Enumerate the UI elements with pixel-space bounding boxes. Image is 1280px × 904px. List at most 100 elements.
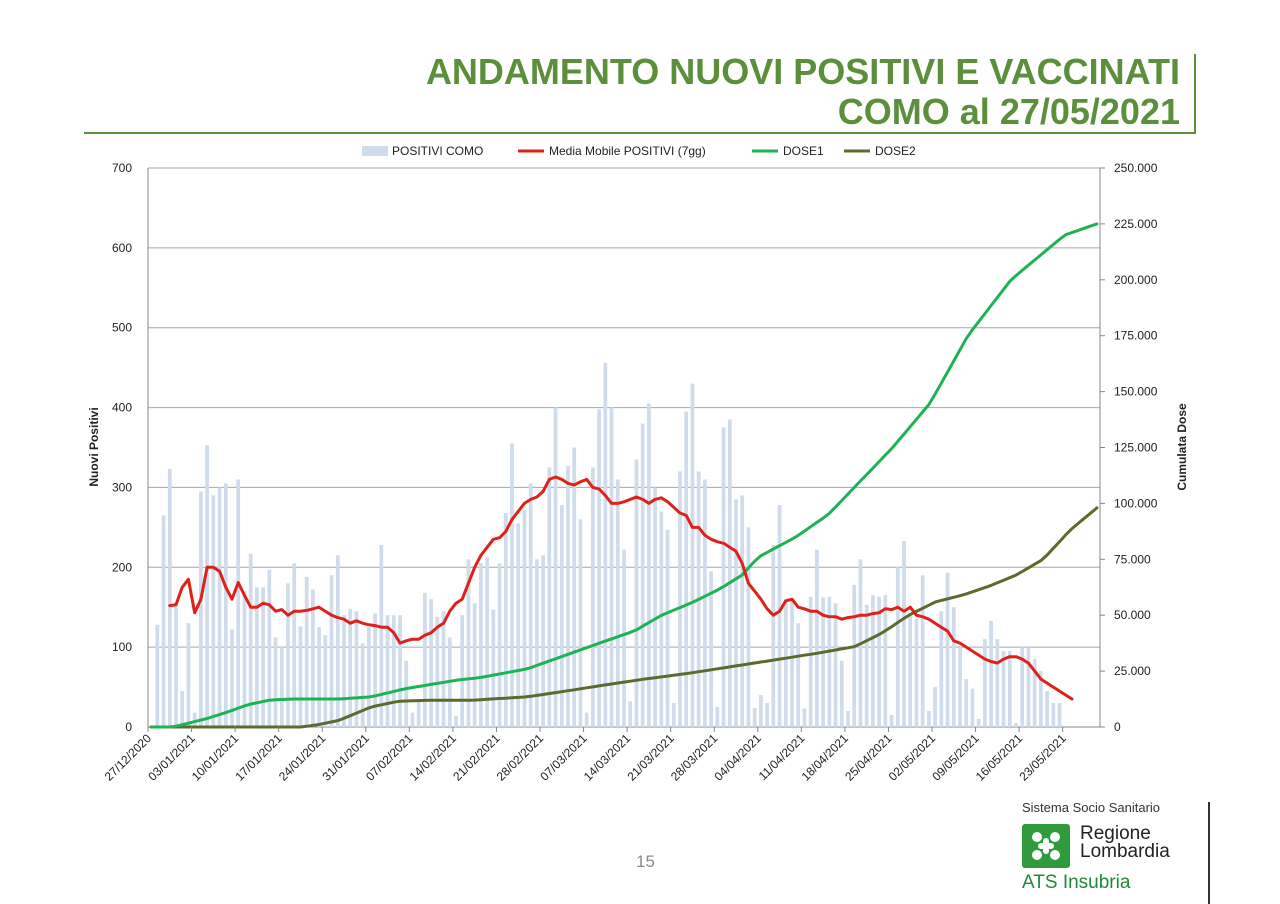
y2-tick-label: 175.000 bbox=[1114, 329, 1158, 343]
positivi-bar bbox=[1007, 651, 1012, 727]
positivi-bar bbox=[292, 563, 297, 727]
positivi-bar bbox=[391, 615, 396, 727]
positivi-bar bbox=[367, 627, 371, 727]
positivi-bar bbox=[808, 596, 813, 727]
positivi-bar bbox=[491, 609, 496, 727]
legend-dose2-label: DOSE2 bbox=[875, 144, 916, 158]
positivi-bar bbox=[951, 607, 956, 727]
legend-dose1-label: DOSE1 bbox=[783, 144, 824, 158]
x-tick-label: 04/04/2021 bbox=[712, 731, 765, 784]
positivi-bar bbox=[939, 611, 944, 727]
dose1-line bbox=[149, 222, 1099, 729]
positivi-bar bbox=[553, 407, 558, 727]
positivi-bar bbox=[740, 495, 745, 727]
positivi-bar bbox=[933, 687, 937, 727]
y-tick-label: 300 bbox=[112, 480, 132, 494]
positivi-bar bbox=[192, 712, 197, 727]
title-line-1: ANDAMENTO NUOVI POSITIVI E VACCINATI bbox=[425, 51, 1180, 92]
page-number: 15 bbox=[636, 852, 655, 871]
positivi-bar bbox=[945, 572, 950, 727]
y2-tick-label: 125.000 bbox=[1114, 441, 1158, 455]
positivi-bar bbox=[174, 603, 178, 727]
positivi-bar bbox=[852, 584, 857, 727]
positivi-bar bbox=[1039, 671, 1043, 727]
positivi-bar bbox=[790, 599, 794, 727]
positivi-bar bbox=[815, 549, 819, 727]
positivi-bar bbox=[647, 403, 651, 727]
y-tick-label: 500 bbox=[112, 321, 132, 335]
positivi-bar bbox=[846, 711, 850, 727]
y-tick-label: 600 bbox=[112, 241, 132, 255]
positivi-bar bbox=[423, 592, 427, 727]
y2-tick-label: 225.000 bbox=[1114, 217, 1158, 231]
positivi-bar bbox=[889, 715, 894, 727]
positivi-bar bbox=[541, 555, 545, 727]
y2-tick-label: 75.000 bbox=[1114, 552, 1151, 566]
positivi-bar bbox=[1001, 651, 1006, 727]
positivi-bar bbox=[1026, 647, 1031, 727]
y2-tick-label: 150.000 bbox=[1114, 385, 1158, 399]
positivi-bar bbox=[559, 504, 564, 727]
positivi-bar bbox=[317, 627, 321, 727]
positivi-bar bbox=[1045, 691, 1049, 727]
positivi-bar bbox=[479, 563, 483, 727]
positivi-bar bbox=[678, 471, 682, 727]
positivi-bar bbox=[497, 563, 502, 727]
positivi-bar bbox=[603, 362, 608, 727]
lombardy-rose-icon bbox=[1022, 824, 1070, 868]
positivi-bar bbox=[628, 701, 633, 727]
positivi-bar bbox=[802, 708, 807, 727]
positivi-bar bbox=[273, 637, 278, 727]
series-lines bbox=[149, 222, 1099, 729]
positivi-bar bbox=[298, 626, 303, 727]
positivi-bar bbox=[242, 591, 247, 727]
positivi-bar bbox=[970, 688, 975, 727]
positivi-bar bbox=[727, 419, 732, 727]
positivi-bar bbox=[335, 555, 340, 727]
positivi-bar bbox=[1032, 659, 1037, 727]
positivi-bar bbox=[373, 613, 377, 727]
positivi-bar bbox=[522, 509, 527, 727]
y-tick-label: 0 bbox=[125, 720, 132, 734]
y2-tick-label: 200.000 bbox=[1114, 273, 1158, 287]
positivi-bar bbox=[572, 447, 577, 727]
positivi-bar bbox=[833, 603, 838, 727]
positivi-bar bbox=[927, 711, 931, 727]
y2-tick-label: 50.000 bbox=[1114, 608, 1151, 622]
positivi-bar bbox=[914, 619, 919, 727]
positivi-bar bbox=[721, 427, 726, 727]
positivi-bar bbox=[199, 491, 203, 727]
y2-tick-label: 25.000 bbox=[1114, 664, 1151, 678]
positivi-bar bbox=[578, 519, 583, 727]
positivi-bar bbox=[609, 407, 614, 727]
positivi-bar bbox=[591, 467, 595, 727]
positivi-bar bbox=[640, 423, 645, 727]
positivi-bar bbox=[703, 479, 707, 727]
positivi-bar bbox=[864, 604, 869, 727]
positivi-bar bbox=[267, 569, 272, 727]
positivi-bar bbox=[360, 643, 365, 727]
positivi-bar bbox=[311, 589, 315, 727]
y-tick-label: 400 bbox=[112, 401, 132, 415]
positivi-bar bbox=[995, 639, 1000, 727]
positivi-bar bbox=[472, 603, 477, 727]
positivi-bar bbox=[379, 544, 384, 727]
legend-positivi-label: POSITIVI COMO bbox=[392, 144, 483, 158]
y2-tick-label: 250.000 bbox=[1114, 161, 1158, 175]
legend-positivi-swatch bbox=[362, 146, 388, 156]
positivi-bar bbox=[759, 695, 763, 727]
positivi-bar bbox=[304, 576, 309, 727]
positivi-bar bbox=[615, 479, 620, 727]
y-tick-label: 200 bbox=[112, 560, 132, 574]
positivi-bar bbox=[566, 465, 570, 727]
positivi-bar bbox=[1020, 647, 1025, 727]
positivi-bar bbox=[180, 691, 185, 727]
positivi-bar bbox=[435, 616, 440, 727]
y2-tick-label: 100.000 bbox=[1114, 496, 1158, 510]
positivi-bar bbox=[186, 623, 191, 727]
logo-name-line-2: Lombardia bbox=[1080, 841, 1170, 862]
positivi-bar bbox=[777, 504, 782, 727]
positivi-bar bbox=[690, 383, 695, 727]
positivi-bar bbox=[404, 660, 409, 727]
